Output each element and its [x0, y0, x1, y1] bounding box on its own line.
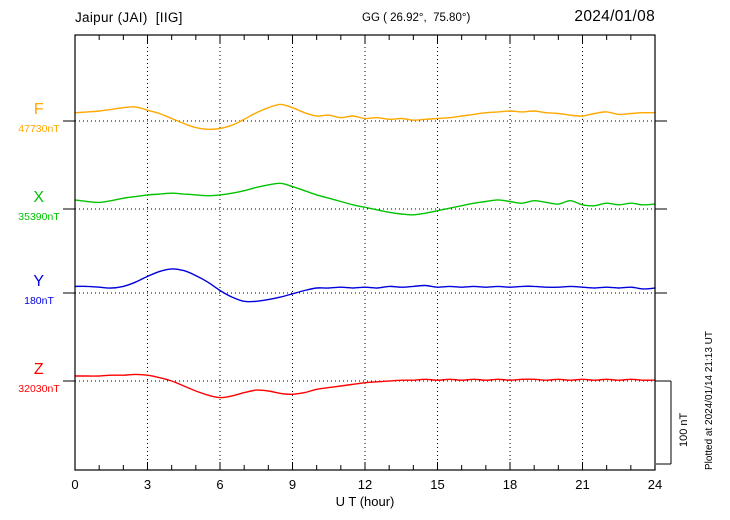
component-baseline-value-f: 47730nT [18, 123, 60, 135]
x-tick-label: 6 [216, 477, 223, 492]
x-tick-label: 24 [648, 477, 662, 492]
x-tick-label: 21 [575, 477, 589, 492]
scale-bar-label: 100 nT [678, 412, 690, 447]
x-tick-label: 18 [503, 477, 517, 492]
component-label-f: F 47730nT [8, 102, 70, 135]
x-tick-label: 15 [430, 477, 444, 492]
x-tick-label: 0 [71, 477, 78, 492]
component-baseline-value-x: 35390nT [18, 211, 60, 223]
x-tick-label: 12 [358, 477, 372, 492]
trace-z [74, 373, 656, 399]
component-name-y: Y [33, 273, 45, 290]
component-label-z: Z 32030nT [8, 362, 70, 395]
trace-y [74, 268, 656, 303]
trace-x [74, 182, 656, 216]
x-tick-label: 3 [144, 477, 151, 492]
plot-frame [74, 34, 656, 471]
component-label-y: Y 180nT [8, 274, 70, 307]
component-name-z: Z [33, 361, 45, 378]
station-title: Jaipur (JAI) [IIG] [75, 10, 183, 25]
geographic-coordinates: GG ( 26.92°, 75.80°) [362, 12, 471, 24]
component-baseline-value-y: 180nT [24, 295, 54, 307]
plotted-at-note: Plotted at 2024/01/14 21:13 UT [704, 331, 715, 470]
component-label-x: X 35390nT [8, 190, 70, 223]
component-name-f: F [33, 101, 45, 118]
trace-f [74, 103, 656, 131]
plot-date: 2024/01/08 [574, 8, 655, 25]
component-baseline-value-z: 32030nT [18, 383, 60, 395]
component-name-x: X [33, 189, 45, 206]
x-axis-label: U T (hour) [335, 494, 395, 509]
x-tick-label: 9 [289, 477, 296, 492]
